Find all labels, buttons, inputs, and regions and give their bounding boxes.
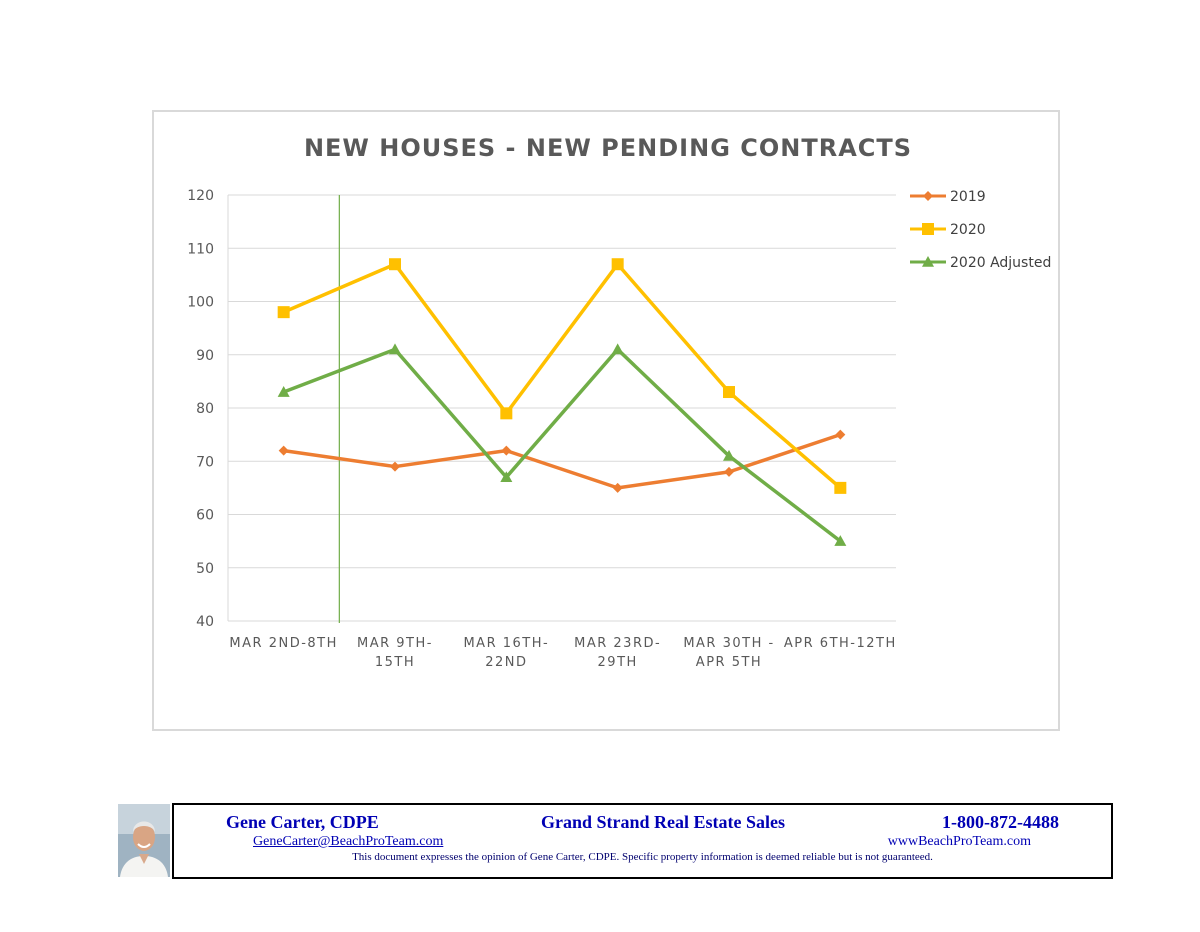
x-tick-label: 15TH <box>375 655 415 670</box>
x-tick-label: 29TH <box>598 655 638 670</box>
chart-canvas: NEW HOUSES - NEW PENDING CONTRACTS 40 50 6… <box>187 134 1051 670</box>
data-point-2020 <box>611 258 624 271</box>
y-tick-label: 60 <box>196 508 214 524</box>
data-point-2020-adjusted <box>611 343 624 355</box>
x-tick-label: MAR 30TH - <box>683 636 774 651</box>
x-tick-label: MAR 2ND-8TH <box>229 636 337 651</box>
data-point-2020 <box>277 306 290 319</box>
data-point-2020-adjusted <box>389 343 401 355</box>
y-tick-label: 110 <box>187 241 214 257</box>
y-tick-label: 80 <box>196 401 214 417</box>
phone-number[interactable]: 1-800-872-4488 <box>942 812 1059 832</box>
legend-label-2020-adjusted: 2020 Adjusted <box>950 255 1051 271</box>
data-point-2020 <box>723 386 735 399</box>
y-tick-label: 100 <box>187 295 214 311</box>
data-point-2020 <box>389 258 401 271</box>
data-point-2019 <box>390 461 400 472</box>
x-tick-label: 22ND <box>485 655 527 670</box>
agent-photo <box>118 804 170 877</box>
y-tick-label: 40 <box>196 614 214 630</box>
agent-name: Gene Carter, CDPE <box>226 812 379 832</box>
legend-marker-2019 <box>923 191 933 201</box>
x-tick-label: APR 5TH <box>696 655 762 670</box>
legend-marker-2020 <box>922 223 934 235</box>
series-line-2020-adjusted <box>283 347 842 543</box>
chart-title: NEW HOUSES - NEW PENDING CONTRACTS <box>304 134 912 162</box>
data-point-2020 <box>500 407 513 420</box>
data-point-2019 <box>612 482 623 493</box>
email-link[interactable]: GeneCarter@BeachProTeam.com <box>253 834 444 849</box>
website-link[interactable]: wwwBeachProTeam.com <box>887 834 1031 849</box>
series-line-2020 <box>282 262 842 490</box>
legend-label-2020: 2020 <box>950 222 986 238</box>
data-point-2019 <box>724 466 734 477</box>
legend-marker-2020-adjusted <box>922 256 934 267</box>
company-name: Grand Strand Real Estate Sales <box>541 812 786 832</box>
footer-contact-bar: Gene Carter, CDPE Grand Strand Real Esta… <box>172 803 1113 879</box>
legend-label-2019: 2019 <box>950 189 986 205</box>
y-tick-label: 70 <box>196 454 214 470</box>
x-tick-label: MAR 9TH- <box>357 636 433 651</box>
series-line-2019 <box>283 432 841 490</box>
data-point-2020-adjusted <box>834 535 847 546</box>
x-tick-label: APR 6TH-12TH <box>784 636 897 651</box>
chart-panel: NEW HOUSES - NEW PENDING CONTRACTS 40 50 6… <box>152 110 1060 731</box>
data-point-2020-adjusted <box>723 449 735 461</box>
data-point-2020-adjusted <box>500 471 513 483</box>
x-tick-label: MAR 23RD- <box>574 636 661 651</box>
data-point-2020-adjusted <box>277 386 290 397</box>
data-point-2019 <box>278 445 289 456</box>
y-tick-label: 50 <box>196 561 214 577</box>
data-point-2019 <box>501 445 512 456</box>
data-point-2019 <box>835 429 846 440</box>
y-tick-label: 90 <box>196 348 214 364</box>
disclaimer-text: This document expresses the opinion of G… <box>352 851 933 863</box>
y-tick-label: 120 <box>187 188 214 204</box>
data-point-2020 <box>834 481 847 494</box>
x-tick-label: MAR 16TH- <box>463 636 549 651</box>
